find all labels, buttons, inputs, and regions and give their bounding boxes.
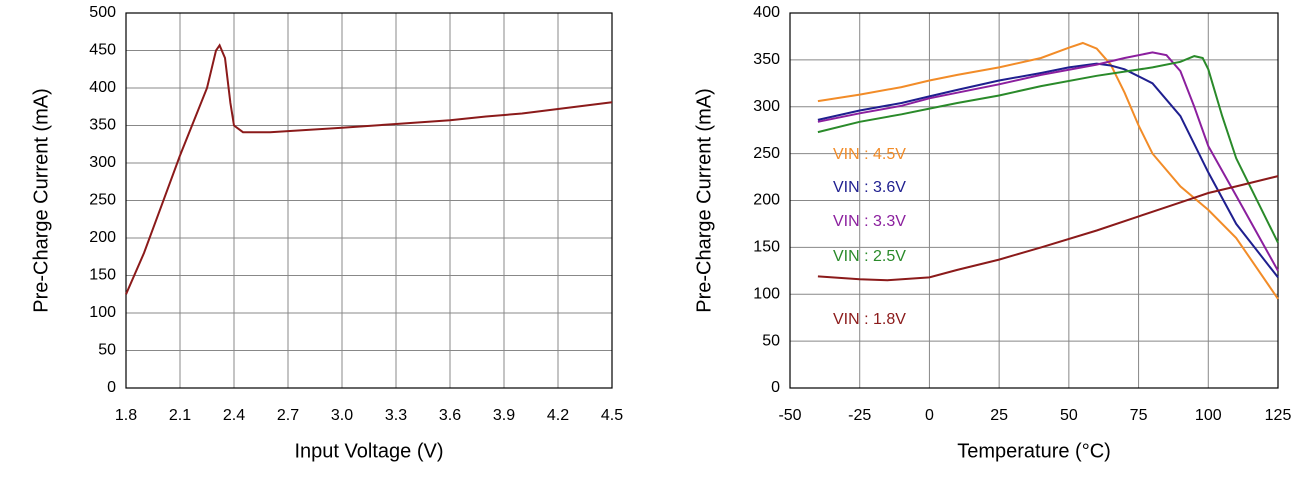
legend-label: VIN : 3.6V [833,179,906,196]
y-tick-label: 350 [89,117,116,134]
y-tick-label: 0 [107,379,116,396]
line-series [817,55,1279,244]
y-tick-label: 250 [89,192,116,209]
legend-label: VIN : 1.8V [833,311,906,328]
x-tick-label: 3.9 [493,407,515,424]
y-tick-label: 300 [753,98,780,115]
line-series [817,41,1279,300]
y-tick-label: 50 [98,342,116,359]
x-tick-label: -50 [778,407,801,424]
x-tick-label: 3.6 [439,407,461,424]
line-series [125,43,613,295]
plot-frame [789,12,1279,389]
y-axis-title: Pre-Charge Current (mA) [30,88,52,313]
x-tick-label: 3.0 [331,407,353,424]
line-series [817,62,1279,279]
x-tick-label: 2.1 [169,407,191,424]
legend-label: VIN : 3.3V [833,213,906,230]
y-tick-label: 200 [753,192,780,209]
chart: 0 50 100 150 200 250 300 350 400 -50 -25 0 25 50 75 100… [693,4,1291,462]
y-tick-label: 0 [771,379,780,396]
x-axis-title: Input Voltage (V) [295,440,444,462]
line-series [817,175,1279,282]
x-tick-label: 100 [1195,407,1222,424]
y-tick-label: 450 [89,42,116,59]
x-tick-label: 125 [1265,407,1292,424]
legend-label: VIN : 2.5V [833,248,906,265]
legend-label: VIN : 4.5V [833,146,906,163]
y-tick-label: 400 [89,79,116,96]
y-tick-label: 500 [89,4,116,21]
x-tick-label: 2.7 [277,407,299,424]
x-tick-label: 0 [925,407,934,424]
x-tick-label: -25 [848,407,871,424]
x-axis-title: Temperature (°C) [957,440,1111,462]
x-tick-label: 3.3 [385,407,407,424]
line-series [817,51,1279,272]
y-tick-label: 100 [753,285,780,302]
x-tick-label: 25 [990,407,1008,424]
y-tick-label: 50 [762,332,780,349]
y-tick-label: 150 [89,267,116,284]
x-tick-label: 50 [1060,407,1078,424]
y-tick-label: 350 [753,51,780,68]
x-tick-label: 4.5 [601,407,623,424]
x-tick-label: 75 [1130,407,1148,424]
y-tick-label: 100 [89,304,116,321]
y-tick-label: 150 [753,239,780,256]
x-tick-label: 4.2 [547,407,569,424]
x-tick-label: 2.4 [223,407,245,424]
x-tick-label: 1.8 [115,407,137,424]
y-tick-label: 400 [753,4,780,21]
y-axis-title: Pre-Charge Current (mA) [693,88,715,313]
y-tick-label: 300 [89,154,116,171]
plot-frame [125,12,613,389]
y-tick-label: 250 [753,145,780,162]
chart: 0 50 100 150 200 250 300 350 400 450 500 1.8 2.1 2.4 2… [30,4,623,462]
y-tick-label: 200 [89,229,116,246]
